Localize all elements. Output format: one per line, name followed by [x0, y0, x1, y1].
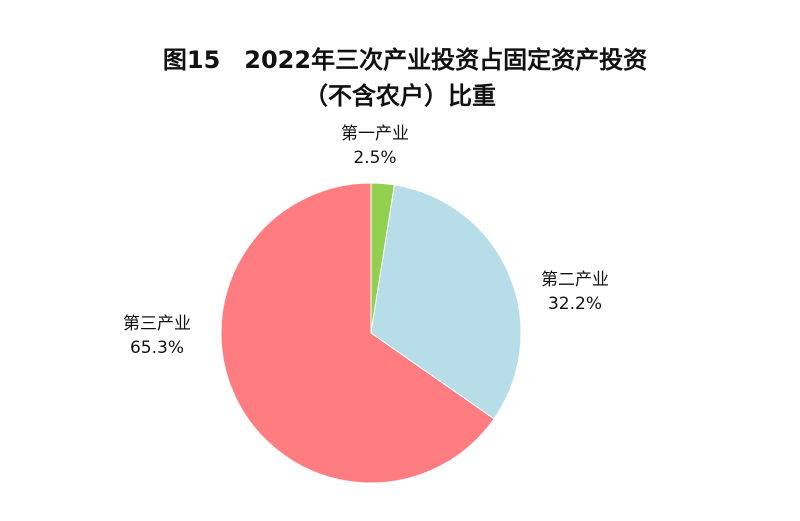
label-tertiary: 第三产业 65.3%: [112, 312, 202, 360]
label-primary: 第一产业 2.5%: [330, 122, 420, 170]
label-primary-name: 第一产业: [341, 124, 409, 144]
label-secondary: 第二产业 32.2%: [530, 268, 620, 316]
chart-subtitle: （不含农户）比重: [304, 82, 496, 110]
label-primary-value: 2.5%: [353, 148, 397, 168]
label-secondary-name: 第二产业: [541, 270, 609, 290]
label-tertiary-name: 第三产业: [123, 314, 191, 334]
chart-title: 图15 2022年三次产业投资占固定资产投资: [162, 46, 648, 74]
slice-secondary: [370, 184, 522, 420]
slice-tertiary: [220, 182, 495, 484]
label-secondary-value: 32.2%: [547, 294, 602, 314]
label-tertiary-value: 65.3%: [129, 338, 184, 358]
